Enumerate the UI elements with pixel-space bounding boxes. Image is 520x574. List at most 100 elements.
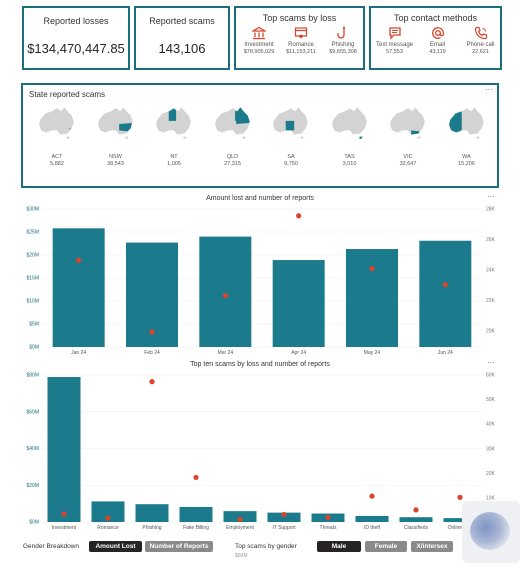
contact-label: Email: [429, 42, 445, 48]
y-tick-label: $10M: [26, 299, 39, 305]
data-point[interactable]: [237, 516, 243, 522]
scam-label: Investment: [244, 42, 274, 48]
data-point[interactable]: [61, 511, 67, 517]
data-point[interactable]: [413, 507, 419, 513]
state-qld[interactable]: QLD 27,315: [205, 105, 261, 167]
x-tick-label: Mar 24: [218, 350, 234, 356]
data-point[interactable]: [325, 514, 331, 521]
y2-tick-label: 50K: [486, 397, 496, 403]
australia-map-icon: [156, 107, 191, 139]
x-tick-label: Romance: [97, 525, 119, 531]
bar[interactable]: [47, 377, 81, 522]
y2-tick-label: 28K: [486, 207, 496, 213]
data-point[interactable]: [442, 282, 448, 288]
at-sign-icon: [431, 27, 444, 39]
x-tick-label: Fake Billing: [183, 525, 209, 531]
y-tick-label: $20M: [26, 253, 39, 259]
australia-map-icon: [214, 107, 250, 139]
bank-icon: [252, 26, 266, 40]
more-options-icon[interactable]: ···: [485, 85, 493, 94]
state-reported-scams-card[interactable]: State reported scams ··· ACT 5,882 NSW 38,5…: [21, 83, 499, 188]
x-tick-label: May 24: [364, 350, 381, 356]
data-point[interactable]: [457, 494, 463, 500]
fishing-hook-icon: [337, 26, 345, 39]
bar[interactable]: [52, 228, 105, 347]
state-nsw[interactable]: NSW 38,543: [88, 105, 144, 167]
kpi-title: Reported losses: [43, 16, 109, 26]
x-tick-label: Threats: [320, 525, 337, 531]
top-ten-scams-chart[interactable]: $0M $20M $40M $60M $80M 10K 20K 30K 40K 50K 60K Inv…: [0, 360, 520, 532]
top-scam-romance: Romance $11,153,211: [280, 26, 322, 55]
y-tick-label: $15M: [26, 276, 39, 282]
australia-map-icon: [97, 107, 133, 139]
contact-value: 22,621: [472, 49, 489, 55]
kpi-card-reported-losses: Reported losses $134,470,447.85: [22, 6, 130, 70]
top-scam-phishing: Phishing $9,655,308: [322, 26, 364, 55]
australia-map-icon: [390, 107, 425, 139]
contact-value: 43,119: [429, 49, 446, 55]
data-point[interactable]: [193, 474, 199, 481]
data-point[interactable]: [222, 292, 228, 299]
y2-tick-label: 26K: [486, 237, 496, 243]
amount-lost-toggle[interactable]: Amount Lost: [89, 541, 142, 552]
contact-email: Email 43,119: [416, 26, 459, 55]
data-point[interactable]: [369, 265, 375, 272]
bar[interactable]: [199, 236, 252, 347]
y2-tick-label: 24K: [486, 268, 496, 274]
top-scams-by-gender-label: Top scams by gender: [235, 543, 297, 550]
bar[interactable]: [135, 504, 169, 522]
data-point[interactable]: [369, 493, 375, 499]
gender-chart-axis-label: $60M: [235, 553, 248, 559]
state-value: 15,206: [458, 161, 475, 167]
bar[interactable]: [399, 517, 433, 522]
contact-label: Phone call: [466, 42, 495, 48]
contact-phone-call: Phone call 22,621: [459, 26, 502, 55]
y2-tick-label: 60K: [486, 373, 496, 379]
x-tick-label: ID theft: [364, 525, 381, 531]
x-tick-label: Investment: [52, 525, 77, 531]
state-tas[interactable]: TAS 3,010: [322, 105, 378, 167]
chart-more-options-icon[interactable]: ···: [487, 192, 495, 201]
number-of-reports-toggle[interactable]: Number of Reports: [145, 541, 213, 552]
chart-more-options-icon[interactable]: ···: [487, 358, 495, 367]
bar[interactable]: [267, 512, 301, 522]
state-nt[interactable]: NT 1,005: [146, 105, 202, 167]
bar[interactable]: [355, 515, 389, 522]
y-tick-label: $25M: [26, 230, 39, 236]
y2-tick-label: 22K: [486, 298, 496, 304]
data-point[interactable]: [281, 511, 287, 518]
x-tick-label: Jun 24: [438, 350, 453, 356]
state-wa[interactable]: WA 15,206: [439, 105, 495, 167]
x-intersex-toggle[interactable]: X/intersex: [411, 541, 453, 552]
state-value: 9,750: [284, 161, 298, 167]
state-act[interactable]: ACT 5,882: [29, 105, 85, 167]
y-tick-label: $0M: [29, 520, 39, 526]
data-point[interactable]: [105, 515, 111, 521]
bar[interactable]: [179, 506, 213, 522]
data-point[interactable]: [296, 213, 302, 219]
data-point[interactable]: [149, 379, 155, 385]
y-tick-label: $5M: [29, 322, 39, 328]
x-tick-label: Phishing: [142, 525, 161, 531]
kpi-title: Reported scams: [149, 16, 215, 26]
state-sa[interactable]: SA 9,750: [263, 105, 319, 167]
state-vic[interactable]: VIC 32,647: [380, 105, 436, 167]
male-toggle[interactable]: Male: [317, 541, 361, 552]
bar[interactable]: [272, 260, 325, 347]
contact-text-message: Text message 57,553: [373, 26, 416, 55]
chart-title: Amount lost and number of reports: [206, 195, 314, 202]
state-value: 3,010: [342, 161, 357, 167]
y2-tick-label: 10K: [486, 496, 496, 502]
bar[interactable]: [91, 501, 125, 522]
bar[interactable]: [223, 511, 257, 522]
female-toggle[interactable]: Female: [365, 541, 407, 552]
bar[interactable]: [443, 518, 477, 522]
amount-lost-chart[interactable]: $0M $5M $10M $15M $20M $25M $30M 20K 22K 24K 26K 28…: [0, 195, 520, 365]
bar[interactable]: [346, 249, 398, 347]
data-point[interactable]: [149, 329, 155, 335]
australia-map-icon: [39, 107, 74, 139]
scam-label: Romance: [288, 42, 314, 48]
bar[interactable]: [419, 240, 472, 347]
data-point[interactable]: [76, 257, 82, 264]
state-name: WA: [462, 154, 471, 160]
